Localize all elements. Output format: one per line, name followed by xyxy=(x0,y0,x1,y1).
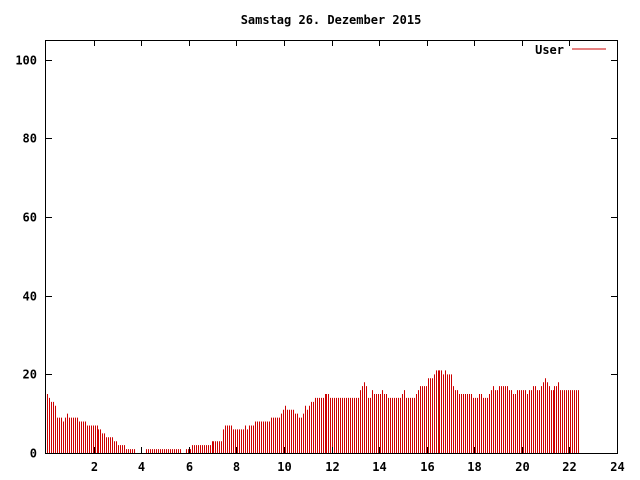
x-tick-label: 16 xyxy=(420,460,434,474)
x-tick-label: 8 xyxy=(233,460,240,474)
y-tick-label: 0 xyxy=(30,447,37,461)
chart-title: Samstag 26. Dezember 2015 xyxy=(241,13,422,27)
x-tick-label: 18 xyxy=(467,460,481,474)
x-tick-label: 4 xyxy=(138,460,145,474)
plot-frame xyxy=(45,40,618,454)
y-axis: 0 20 40 60 80 100 xyxy=(15,54,617,461)
bar-series xyxy=(47,370,579,453)
x-tick-label: 6 xyxy=(186,460,193,474)
x-tick-label: 12 xyxy=(325,460,339,474)
legend-label: User xyxy=(535,43,564,57)
x-axis: 2 4 6 8 10 12 14 16 18 20 22 24 xyxy=(91,40,625,474)
x-tick-label: 20 xyxy=(515,460,529,474)
x-tick-label: 22 xyxy=(562,460,576,474)
y-tick-label: 60 xyxy=(23,211,37,225)
legend: User xyxy=(535,43,606,57)
y-tick-label: 80 xyxy=(23,132,37,146)
y-tick-label: 20 xyxy=(23,368,37,382)
x-tick-label: 10 xyxy=(277,460,291,474)
y-tick-label: 40 xyxy=(23,290,37,304)
x-tick-label: 24 xyxy=(610,460,624,474)
y-tick-label: 100 xyxy=(15,54,37,68)
x-tick-label: 2 xyxy=(91,460,98,474)
x-tick-label: 14 xyxy=(372,460,386,474)
